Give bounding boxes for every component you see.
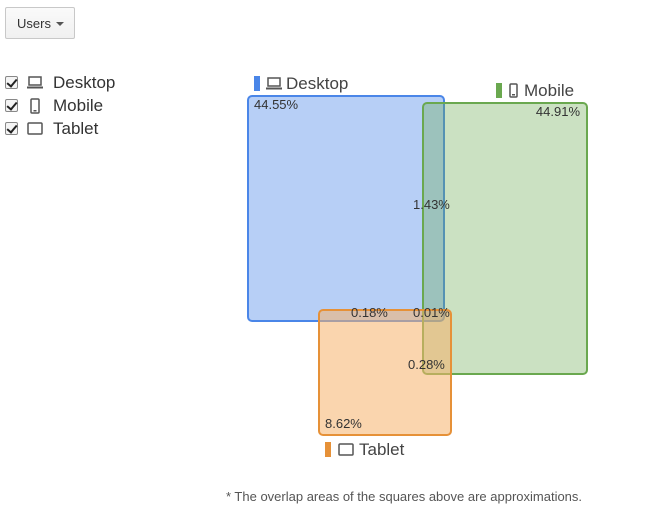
desktop-icon: [266, 77, 282, 90]
desktop-icon: [26, 75, 44, 91]
desktop-value: 44.55%: [254, 97, 299, 112]
mobile-icon: [26, 97, 44, 114]
tablet-icon: [26, 121, 44, 137]
device-legend: Desktop Mobile Tablet: [5, 71, 115, 140]
mobile-square[interactable]: [422, 102, 588, 375]
desktop-set-name: Desktop: [286, 74, 348, 93]
mobile-checkbox[interactable]: [5, 99, 18, 112]
desktop-set-label: Desktop: [254, 74, 348, 93]
approximation-footnote: * The overlap areas of the squares above…: [226, 489, 583, 504]
legend-item-tablet[interactable]: Tablet: [5, 117, 115, 140]
tablet-set-label: Tablet: [325, 440, 405, 459]
legend-label-desktop: Desktop: [53, 72, 116, 92]
legend-item-mobile[interactable]: Mobile: [5, 94, 115, 117]
mobile-color-swatch: [496, 83, 502, 98]
desktop-tablet-overlap-value: 0.18%: [351, 305, 388, 320]
tablet-icon: [338, 443, 354, 456]
tablet-square[interactable]: [318, 309, 452, 436]
all-devices-overlap-value: 0.01%: [413, 305, 450, 320]
mobile-value: 44.91%: [536, 104, 581, 119]
legend-label-mobile: Mobile: [53, 95, 104, 115]
desktop-checkbox[interactable]: [5, 76, 18, 89]
desktop-mobile-overlap-value: 1.43%: [413, 197, 450, 212]
mobile-set-name: Mobile: [524, 81, 574, 100]
mobile-tablet-overlap-value: 0.28%: [408, 357, 445, 372]
tablet-color-swatch: [325, 442, 331, 457]
mobile-icon: [509, 83, 518, 98]
legend-item-desktop[interactable]: Desktop: [5, 71, 115, 94]
metric-dropdown[interactable]: Users: [5, 7, 75, 39]
desktop-color-swatch: [254, 76, 260, 91]
metric-dropdown-label: Users: [17, 15, 51, 31]
tablet-value: 8.62%: [325, 416, 362, 431]
legend-label-tablet: Tablet: [53, 118, 99, 138]
tablet-set-name: Tablet: [359, 440, 405, 459]
mobile-set-label: Mobile: [496, 81, 574, 100]
tablet-checkbox[interactable]: [5, 122, 18, 135]
chevron-down-icon: [56, 22, 64, 26]
